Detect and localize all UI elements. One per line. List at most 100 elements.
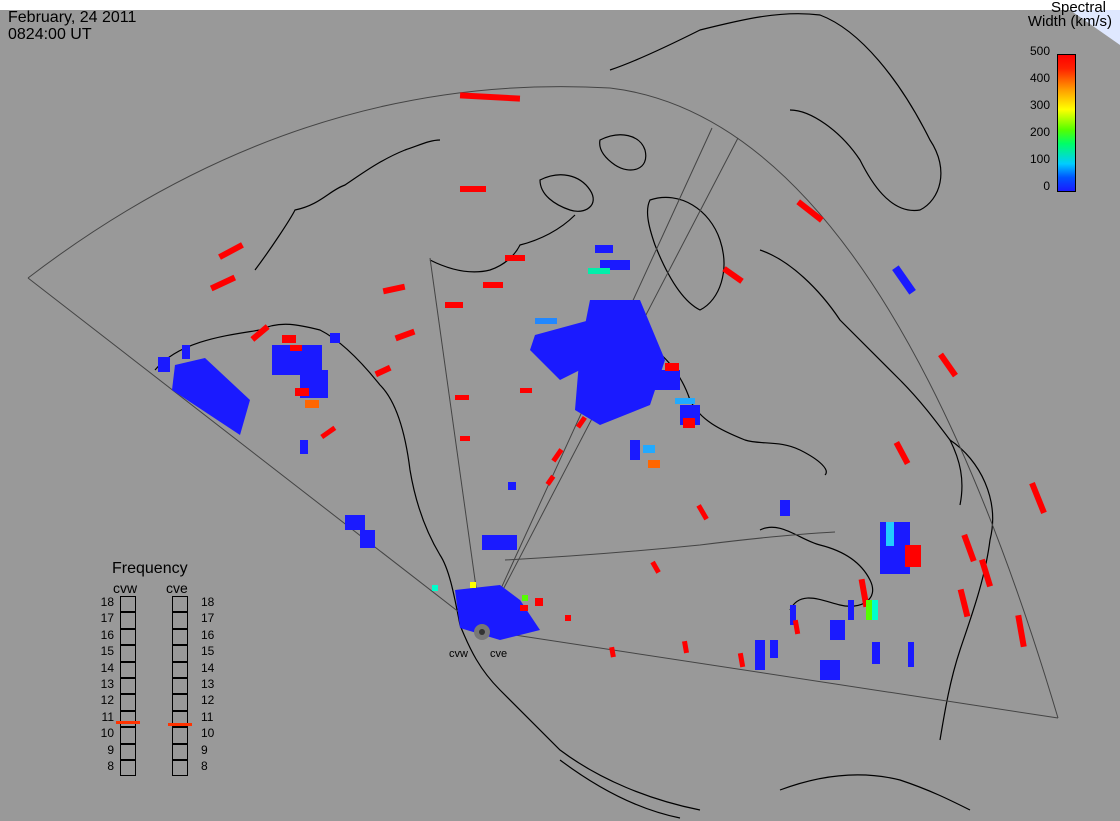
frequency-label-right: 16: [201, 627, 215, 642]
echo: [374, 364, 392, 378]
echo: [780, 500, 790, 516]
echo: [892, 265, 916, 295]
baffin-island: [646, 196, 725, 311]
great-lakes: [759, 526, 874, 611]
echo: [282, 335, 296, 343]
echo: [938, 352, 958, 378]
frequency-label-left: 16: [100, 627, 114, 642]
fov-left-edge: [27, 277, 483, 631]
echo: [459, 92, 521, 102]
frequency-cell: [172, 760, 188, 777]
echo: [394, 328, 416, 342]
echo: [209, 274, 237, 292]
echo: [290, 345, 302, 351]
arctic-islands-1: [539, 174, 594, 212]
echo: [648, 460, 660, 468]
arctic-islands-2: [599, 134, 647, 171]
frequency-label-right: 8: [201, 759, 208, 773]
echo-canada-tail: [530, 320, 600, 380]
echo: [300, 440, 308, 454]
echoes-high: [209, 92, 1047, 668]
echo: [218, 242, 244, 260]
echo: [770, 640, 778, 658]
frequency-label-right: 10: [201, 726, 215, 741]
colorbar: [1057, 54, 1076, 192]
frequency-cell: [120, 612, 136, 629]
echo: [483, 282, 503, 288]
echo: [790, 605, 796, 625]
echo: [545, 474, 556, 486]
frequency-cell: [172, 628, 188, 646]
echo: [460, 436, 470, 441]
frequency-cell: [120, 596, 136, 613]
echo: [872, 642, 880, 664]
site-label-left: cvw: [449, 648, 468, 660]
echo: [737, 652, 746, 668]
echo: [609, 646, 616, 658]
echo: [432, 585, 438, 591]
top-strip: [0, 0, 1120, 10]
fov-cvw-edge: [429, 257, 483, 631]
echo: [575, 415, 587, 429]
echo: [696, 504, 709, 521]
echo: [330, 333, 340, 343]
echo: [866, 600, 872, 620]
frequency-label-left: 17: [100, 611, 114, 626]
echo: [722, 266, 744, 284]
frequency-cell: [172, 743, 188, 760]
frequency-label-left: 18: [100, 595, 114, 609]
frequency-label-left: 12: [100, 693, 114, 708]
echo: [675, 398, 695, 404]
echo: [848, 600, 854, 620]
radar-site-dot: [479, 629, 485, 635]
colorbar-tick: 300: [1029, 98, 1050, 112]
echo: [535, 598, 543, 606]
fov-inner-arc: [504, 531, 836, 561]
greenland: [609, 13, 942, 211]
frequency-label-left: 11: [101, 709, 114, 724]
frequency-cell: [120, 628, 136, 646]
frequency-label-right: 15: [201, 644, 215, 659]
frequency-cell: [120, 710, 136, 728]
echo: [360, 530, 375, 548]
echo: [551, 448, 564, 463]
hudson-bay: [639, 339, 827, 476]
colorbar-tick: 100: [1029, 152, 1050, 166]
frequency-cell: [120, 678, 136, 695]
echo: [295, 388, 309, 396]
frequency-cell: [172, 710, 188, 728]
frequency-label-left: 10: [100, 726, 114, 741]
echo: [905, 545, 921, 567]
echo: [482, 535, 517, 550]
frequency-label-right: 12: [201, 693, 215, 708]
echo: [595, 245, 613, 253]
echo: [250, 324, 270, 342]
frequency-cell: [120, 760, 136, 777]
colorbar-tick: 500: [1029, 44, 1050, 58]
frequency-column-cvw: [120, 596, 136, 777]
echo: [522, 595, 528, 601]
echo-canada-cluster: [575, 300, 665, 425]
echo: [650, 370, 680, 390]
coastlines: [154, 13, 994, 819]
echo: [182, 345, 190, 359]
colorbar-tick: 0: [1043, 179, 1050, 193]
frequency-cell: [172, 727, 188, 744]
echo: [682, 640, 690, 654]
frequency-label-right: 11: [201, 709, 214, 724]
echo: [650, 560, 661, 574]
echo: [908, 642, 914, 667]
echo: [1029, 482, 1047, 514]
frequency-cell: [172, 596, 188, 613]
fov-right-edge: [481, 629, 1059, 719]
echo-alaska-cluster: [172, 358, 250, 435]
echo: [886, 522, 894, 546]
echo: [535, 318, 557, 324]
echo: [643, 445, 655, 453]
echo: [1015, 614, 1027, 648]
fov-outer-arc: [27, 86, 1059, 719]
frequency-cell: [172, 661, 188, 678]
echo: [382, 283, 406, 295]
echo: [872, 600, 878, 620]
echoes-low: [158, 245, 916, 680]
